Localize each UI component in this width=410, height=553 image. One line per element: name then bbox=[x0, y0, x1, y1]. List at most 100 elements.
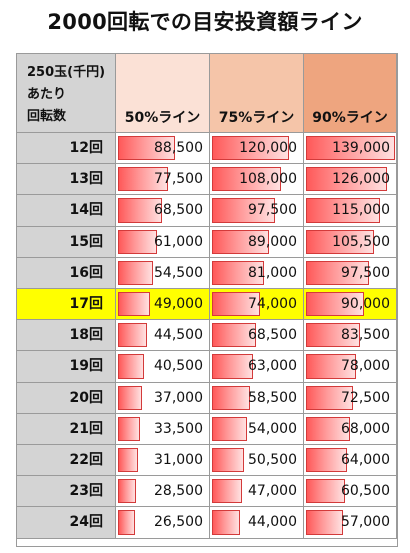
value-label: 97,500 bbox=[341, 264, 390, 281]
value-label: 49,000 bbox=[154, 296, 203, 312]
data-bar bbox=[306, 323, 360, 348]
row-label: 21回 bbox=[17, 413, 116, 445]
value-cell: 54,000 bbox=[210, 413, 304, 445]
data-bar bbox=[212, 510, 241, 535]
data-bar bbox=[306, 198, 380, 223]
value-label: 68,000 bbox=[341, 420, 390, 437]
data-bar bbox=[118, 323, 147, 348]
value-label: 50,500 bbox=[248, 452, 297, 468]
data-bar bbox=[306, 385, 353, 410]
data-bar bbox=[212, 385, 250, 410]
data-bar bbox=[118, 292, 150, 317]
column-header-label: 90%ライン bbox=[312, 110, 388, 126]
column-header-3: 90%ライン bbox=[304, 54, 397, 133]
value-label: 54,000 bbox=[248, 420, 297, 437]
data-bar bbox=[212, 198, 275, 223]
data-bar bbox=[212, 260, 265, 285]
value-cell: 58,500 bbox=[210, 382, 304, 414]
value-label: 83,500 bbox=[341, 327, 390, 344]
value-cell: 31,000 bbox=[116, 445, 210, 477]
value-label: 120,000 bbox=[239, 140, 297, 156]
value-cell: 105,500 bbox=[304, 226, 397, 258]
data-bar bbox=[306, 229, 374, 254]
value-cell: 40,500 bbox=[116, 351, 210, 383]
value-cell: 28,500 bbox=[116, 476, 210, 508]
row-label: 24回 bbox=[17, 507, 116, 539]
value-cell: 68,500 bbox=[210, 320, 304, 352]
value-label: 126,000 bbox=[332, 171, 390, 188]
value-label: 108,000 bbox=[239, 171, 297, 188]
value-cell: 81,000 bbox=[210, 257, 304, 289]
value-cell: 63,000 bbox=[210, 351, 304, 383]
data-bar bbox=[118, 229, 158, 254]
value-cell: 108,000 bbox=[210, 164, 304, 196]
row-header-line-2: あたり bbox=[27, 87, 67, 102]
value-label: 105,500 bbox=[332, 233, 390, 250]
data-table: 250玉(千円) あたり 回転数 50%ライン 75%ライン 90%ライン 12回 88… bbox=[16, 53, 398, 547]
data-bar bbox=[306, 354, 357, 379]
value-cell: 44,500 bbox=[116, 320, 210, 352]
value-label: 72,500 bbox=[341, 389, 390, 406]
value-cell: 97,500 bbox=[210, 195, 304, 227]
value-label: 40,500 bbox=[154, 358, 203, 375]
value-label: 31,000 bbox=[154, 452, 203, 468]
value-label: 64,000 bbox=[341, 452, 390, 468]
row-label: 20回 bbox=[17, 382, 116, 414]
value-cell: 115,000 bbox=[304, 195, 397, 227]
value-cell: 47,000 bbox=[210, 476, 304, 508]
value-label: 37,000 bbox=[154, 389, 203, 406]
value-label: 26,500 bbox=[154, 514, 203, 531]
value-cell: 74,000 bbox=[210, 289, 304, 321]
data-bar bbox=[212, 479, 243, 504]
value-cell: 90,000 bbox=[304, 289, 397, 321]
value-label: 68,500 bbox=[248, 327, 297, 344]
value-label: 78,000 bbox=[341, 358, 390, 375]
column-header-1: 50%ライン bbox=[116, 54, 210, 133]
value-label: 89,000 bbox=[248, 233, 297, 250]
value-label: 54,500 bbox=[154, 264, 203, 281]
value-label: 115,000 bbox=[332, 202, 390, 219]
value-cell: 57,000 bbox=[304, 507, 397, 539]
value-cell: 61,000 bbox=[116, 226, 210, 258]
value-cell: 33,500 bbox=[116, 413, 210, 445]
value-label: 68,500 bbox=[154, 202, 203, 219]
row-label: 12回 bbox=[17, 133, 116, 165]
value-label: 33,500 bbox=[154, 420, 203, 437]
value-label: 97,500 bbox=[248, 202, 297, 219]
value-cell: 78,000 bbox=[304, 351, 397, 383]
data-bar bbox=[118, 385, 142, 410]
row-label: 15回 bbox=[17, 226, 116, 258]
value-cell: 60,500 bbox=[304, 476, 397, 508]
value-label: 88,500 bbox=[154, 140, 203, 156]
row-label: 18回 bbox=[17, 320, 116, 352]
data-bar bbox=[118, 136, 175, 161]
value-label: 139,000 bbox=[332, 140, 390, 156]
row-label: 14回 bbox=[17, 195, 116, 227]
value-cell: 44,000 bbox=[210, 507, 304, 539]
data-bar bbox=[306, 136, 396, 161]
column-header-label: 50%ライン bbox=[124, 110, 201, 126]
row-label: 22回 bbox=[17, 445, 116, 477]
value-cell: 77,500 bbox=[116, 164, 210, 196]
data-bar bbox=[306, 260, 369, 285]
column-header-label: 75%ライン bbox=[218, 110, 295, 126]
data-bar bbox=[118, 416, 140, 441]
value-cell: 37,000 bbox=[116, 382, 210, 414]
value-label: 81,000 bbox=[248, 264, 297, 281]
value-label: 61,000 bbox=[154, 233, 203, 250]
value-cell: 49,000 bbox=[116, 289, 210, 321]
data-bar bbox=[118, 198, 163, 223]
value-cell: 88,500 bbox=[116, 133, 210, 165]
value-label: 44,000 bbox=[248, 514, 297, 531]
data-bar bbox=[306, 448, 348, 473]
data-bar bbox=[118, 448, 138, 473]
column-header-2: 75%ライン bbox=[210, 54, 304, 133]
data-bar bbox=[118, 479, 137, 504]
data-bar bbox=[306, 479, 345, 504]
value-label: 58,500 bbox=[248, 389, 297, 406]
data-bar bbox=[212, 323, 257, 348]
data-bar bbox=[306, 416, 350, 441]
value-cell: 89,000 bbox=[210, 226, 304, 258]
value-cell: 68,500 bbox=[116, 195, 210, 227]
data-bar bbox=[118, 510, 136, 535]
